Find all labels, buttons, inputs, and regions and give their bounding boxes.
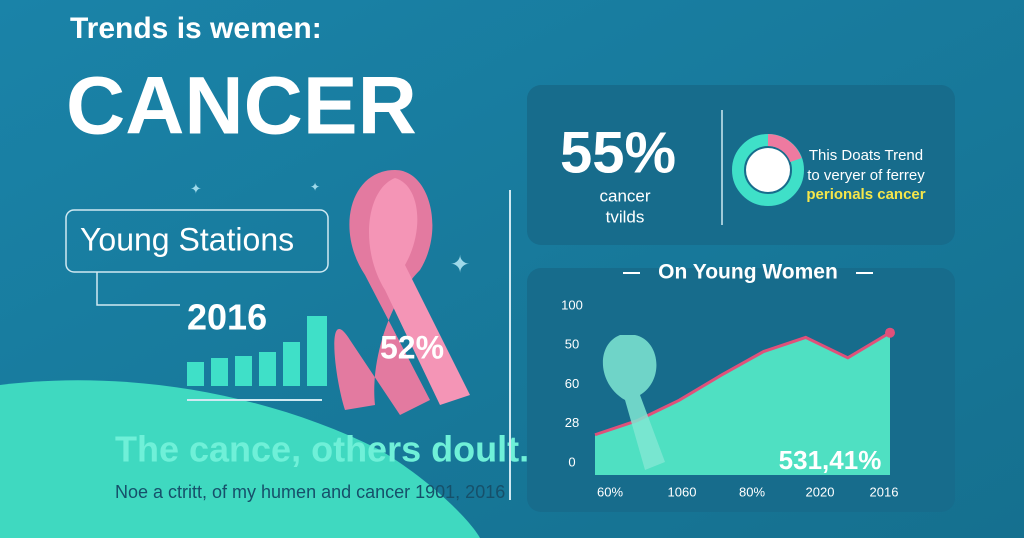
- stat-caption: cancer: [599, 186, 650, 205]
- sparkle: ✦: [450, 251, 470, 278]
- y-tick-label: 28: [565, 415, 579, 430]
- tagline: The cance, others doult.: [115, 429, 529, 470]
- connector: [96, 272, 180, 306]
- y-tick-label: 0: [568, 454, 575, 469]
- mini-bar: [307, 316, 327, 386]
- ribbon-label: 52%: [380, 329, 444, 365]
- footnote: Noe a ctritt, of my humen and cancer 190…: [115, 482, 505, 502]
- mini-bar: [187, 362, 204, 386]
- mini-bars: [187, 316, 327, 386]
- label-box: [65, 209, 329, 273]
- end-point: [885, 327, 895, 338]
- note-line: This Doats Trend: [809, 147, 923, 164]
- y-tick-label: 60: [565, 376, 579, 391]
- mini-bar: [235, 356, 252, 386]
- donut-hole: [746, 148, 790, 192]
- box-label: Young Stations: [80, 221, 294, 257]
- teal-ribbon: [602, 335, 665, 470]
- y-tick-label: 100: [561, 297, 583, 312]
- mini-bar: [259, 352, 276, 386]
- chart-title: On Young Women: [658, 261, 838, 284]
- title: Trends is wemen:: [70, 12, 322, 45]
- x-tick-label: 60%: [597, 484, 623, 499]
- ribbon-fold: [368, 178, 470, 405]
- mini-bar: [283, 342, 300, 386]
- y-tick-label: 50: [565, 337, 579, 352]
- wave: [0, 380, 480, 538]
- area: [595, 332, 890, 475]
- donut-segment: [767, 134, 802, 163]
- mini-bar: [211, 358, 228, 386]
- x-tick-label: 2016: [870, 484, 899, 499]
- x-tick-label: 2020: [806, 484, 835, 499]
- sparkle: ✦: [190, 181, 202, 197]
- x-tick-label: 1060: [668, 484, 697, 499]
- headline: CANCER: [66, 61, 417, 152]
- plot: 100 50 60 28 0 60% 1060 80% 2020 2016: [561, 297, 898, 499]
- chart-annotation: 531,41%: [779, 445, 882, 475]
- note-line: perionals cancer: [806, 186, 925, 203]
- year: 2016: [187, 297, 267, 338]
- sparkle: ✦: [310, 180, 320, 194]
- x-tick-label: 80%: [739, 484, 765, 499]
- stat-caption: tvilds: [606, 207, 645, 226]
- stat-value: 55%: [560, 120, 676, 185]
- note-line: to veryer of ferrey: [807, 167, 925, 184]
